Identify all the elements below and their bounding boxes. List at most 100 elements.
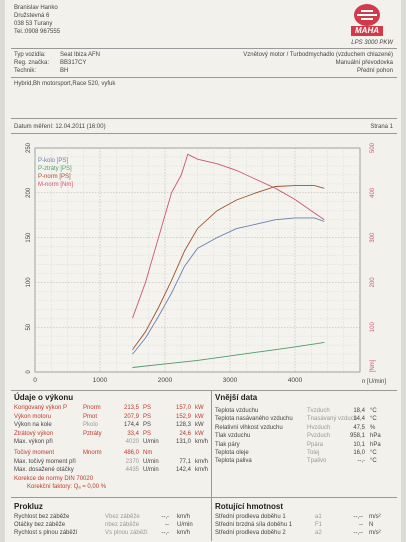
result-unit: U/min <box>143 439 159 446</box>
condition-symbol: Tnasávaný vzduch <box>307 416 358 423</box>
y-left-tick-label: 50 <box>26 323 32 330</box>
measurement-date: Datum měření: 12.04.2011 (16:00) <box>14 124 106 130</box>
prokluz-title: Prokluz <box>14 502 43 511</box>
prokluz-unit: km/h <box>177 530 191 536</box>
condition-label: Teplota vzduchu <box>215 408 259 414</box>
x-axis-label: n [U/min] <box>362 379 386 385</box>
condition-unit: % <box>370 424 376 431</box>
result-value-secondary: 142,4 <box>175 467 191 474</box>
condition-label: Teplota oleje <box>215 450 249 456</box>
condition-label: Teplota paliva <box>215 458 252 465</box>
condition-unit: hPa <box>370 441 381 448</box>
result-value: 174,4 <box>123 422 139 429</box>
prokluz-label: Otáčky bez záběže <box>14 522 66 528</box>
condition-unit: °C <box>370 458 377 465</box>
rotacni-unit: m/s² <box>369 530 381 536</box>
owner-phone: Tel.:0908 967555 <box>14 29 61 35</box>
rotacni-unit: N <box>369 522 374 528</box>
page-number: Strana 1 <box>370 124 393 130</box>
results-factor: Korekční faktory: Qₐ = 0,00 % <box>27 484 107 490</box>
results-norm: Korekce de normy DIN 70020 <box>14 476 94 482</box>
result-value: 486,0 <box>123 450 139 456</box>
result-unit-secondary: kW <box>195 430 204 437</box>
x-tick-label: 1000 <box>93 377 108 384</box>
x-tick-label: 4000 <box>288 377 303 384</box>
result-unit-secondary: kW <box>195 413 204 420</box>
condition-label: Teplota nasávaného vzduchu <box>215 416 293 423</box>
condition-symbol: Ppára <box>307 441 324 448</box>
result-unit: U/min <box>143 458 159 465</box>
rotacni-label: Střední prodleva doběhu 1 <box>215 514 286 520</box>
dyno-report-sheet: Branislav Hanko Družstevná 6 038 53 Tura… <box>5 0 401 542</box>
result-unit: PS <box>143 413 152 420</box>
x-tick-label: 0 <box>33 377 37 384</box>
result-unit: Nm <box>143 450 153 456</box>
series-line-p_norm <box>132 185 325 350</box>
prokluz-symbol: nbez záběže <box>105 522 140 528</box>
vehicle-note: Hybrid,Bh motorsport,Race 520, vyfuk <box>14 81 116 87</box>
result-symbol: Pmot <box>83 413 98 420</box>
owner-name: Branislav Hanko <box>14 5 58 11</box>
logo-text: MAHA <box>355 26 379 35</box>
rotacni-title: Rotující hmotnost <box>215 502 283 511</box>
result-unit-secondary: km/h <box>195 439 209 446</box>
result-label: Točivý moment <box>14 450 55 456</box>
rotacni-value: --,-- <box>353 530 363 536</box>
result-symbol: Pztráty <box>83 430 102 437</box>
divider <box>11 77 397 78</box>
prokluz-value: --,- <box>161 514 169 520</box>
x-tick-label: 2000 <box>158 377 173 384</box>
result-value-secondary: 128,3 <box>175 422 191 429</box>
condition-value: 16,0 <box>353 450 365 456</box>
y-left-tick-label: 150 <box>26 232 32 243</box>
prokluz-label: Rychlost bez záběže <box>14 514 70 520</box>
results-title: Údaje o výkonu <box>14 393 74 402</box>
result-value-secondary: 24,6 <box>179 430 191 437</box>
condition-label: Tlak vzduchu <box>215 433 251 440</box>
y-right-tick-label: 200 <box>370 277 376 288</box>
maha-logo: MAHA <box>347 2 387 38</box>
legend-entry-m_norm: M-norm [Nm] <box>38 182 73 188</box>
y-left-tick-label: 100 <box>26 277 32 288</box>
vehicle-reg-label: Reg. značka: <box>14 60 50 66</box>
divider <box>11 133 397 134</box>
result-value: 4435 <box>125 467 139 474</box>
condition-unit: °C <box>370 416 377 423</box>
condition-label: Relativní vlhkost vzduchu <box>215 424 283 431</box>
owner-city: 038 53 Turany <box>14 21 53 27</box>
divider <box>11 497 397 498</box>
vehicle-type-value: Seat Ibiza AFN <box>60 52 101 58</box>
condition-unit: °C <box>370 450 377 456</box>
rotacni-label: Střední brzdná síla doběhu 1 <box>215 522 293 528</box>
condition-symbol: Pvzduch <box>307 433 331 440</box>
prokluz-unit: km/h <box>177 514 191 520</box>
result-value: 207,9 <box>123 413 139 420</box>
rotacni-value: --,-- <box>353 514 363 520</box>
condition-symbol: Hvzduch <box>307 424 331 431</box>
y-right-tick-label: 100 <box>370 322 376 333</box>
y-right-tick-label: 500 <box>370 142 376 153</box>
result-value-secondary: 152,9 <box>175 413 191 420</box>
result-label: Výkon na kole <box>14 422 52 429</box>
conditions-title: Vnější data <box>215 393 258 402</box>
condition-value: --,- <box>357 458 365 465</box>
vehicle-tech-label: Technik: <box>14 68 37 74</box>
result-unit-secondary: km/h <box>195 467 209 474</box>
vehicle-reg-value: BB317CY <box>60 60 87 66</box>
result-label: Výkon motoru <box>14 413 52 420</box>
power-torque-chart: 0 1000 2000 3000 4000 n [U/min] 0 50 100 150 200 25… <box>26 142 386 385</box>
series-line-p_ztraty <box>132 341 325 368</box>
prokluz-symbol: Vs plnou záběží <box>105 530 148 536</box>
result-unit: PS <box>143 422 152 429</box>
rotacni-symbol: a2 <box>315 530 322 536</box>
divider <box>11 48 397 49</box>
condition-symbol: Tvzduch <box>307 408 330 414</box>
condition-unit: hPa <box>370 433 381 440</box>
vehicle-drive: Přední pohon <box>356 68 393 74</box>
result-unit-secondary: km/h <box>195 458 209 465</box>
y-left-tick-label: 250 <box>26 142 32 153</box>
rotacni-unit: m/s² <box>369 514 381 520</box>
result-value: 4020 <box>125 439 139 446</box>
vehicle-tech-value: BH <box>60 68 69 74</box>
vehicle-gearbox: Manuální převodovka <box>335 60 393 66</box>
